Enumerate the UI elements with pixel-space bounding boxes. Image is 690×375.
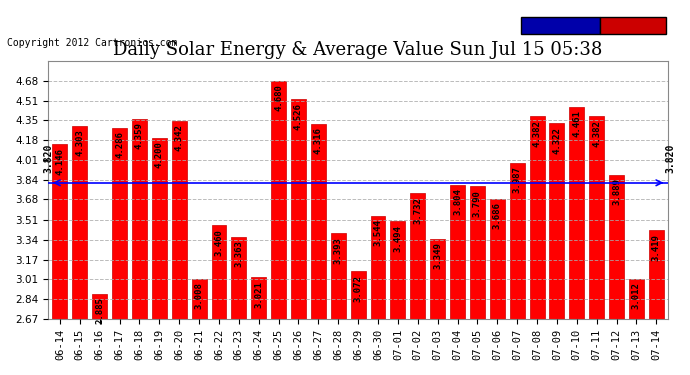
- Bar: [52, 144, 68, 375]
- Bar: [411, 193, 425, 375]
- Text: 3.987: 3.987: [513, 166, 522, 194]
- Title: Daily Solar Energy & Average Value Sun Jul 15 05:38: Daily Solar Energy & Average Value Sun J…: [113, 41, 603, 59]
- Text: 4.359: 4.359: [135, 123, 144, 149]
- Text: 3.790: 3.790: [473, 190, 482, 217]
- Text: Copyright 2012 Cartronics.com: Copyright 2012 Cartronics.com: [7, 38, 177, 48]
- Bar: [291, 99, 306, 375]
- Text: 3.686: 3.686: [493, 202, 502, 229]
- Text: 4.382: 4.382: [533, 120, 542, 147]
- Bar: [271, 81, 286, 375]
- Text: 3.820: 3.820: [665, 144, 676, 173]
- Text: 3.072: 3.072: [354, 275, 363, 302]
- Text: Daily  ($): Daily ($): [602, 20, 661, 30]
- Bar: [629, 279, 644, 375]
- Text: 3.419: 3.419: [652, 234, 661, 261]
- Text: 3.544: 3.544: [373, 219, 382, 246]
- Bar: [172, 121, 187, 375]
- Bar: [192, 279, 206, 375]
- Bar: [569, 107, 584, 375]
- Text: 4.200: 4.200: [155, 141, 164, 168]
- Bar: [132, 119, 147, 375]
- Bar: [72, 126, 87, 375]
- Bar: [311, 124, 326, 375]
- Bar: [231, 237, 246, 375]
- Text: 4.322: 4.322: [553, 127, 562, 154]
- Bar: [351, 272, 366, 375]
- Text: 4.316: 4.316: [314, 128, 323, 154]
- Bar: [510, 163, 524, 375]
- Text: 3.008: 3.008: [195, 282, 204, 309]
- Bar: [152, 138, 167, 375]
- Bar: [391, 221, 405, 375]
- Text: 3.804: 3.804: [453, 188, 462, 215]
- Bar: [212, 225, 226, 375]
- Bar: [549, 123, 564, 375]
- Bar: [371, 216, 386, 375]
- Bar: [530, 116, 544, 375]
- Bar: [430, 238, 445, 375]
- Text: 4.461: 4.461: [572, 110, 582, 137]
- Text: 3.820: 3.820: [43, 144, 53, 173]
- Bar: [589, 116, 604, 375]
- Text: 4.382: 4.382: [592, 120, 601, 147]
- Text: 2.885: 2.885: [95, 297, 104, 324]
- Bar: [251, 278, 266, 375]
- Text: 4.526: 4.526: [294, 103, 303, 130]
- Bar: [92, 294, 107, 375]
- Text: 3.889: 3.889: [612, 178, 621, 205]
- Text: 3.012: 3.012: [632, 282, 641, 309]
- Text: 3.494: 3.494: [393, 225, 402, 252]
- Text: Average  ($): Average ($): [523, 20, 593, 30]
- Text: 4.680: 4.680: [274, 84, 283, 111]
- Bar: [450, 185, 465, 375]
- Text: 3.021: 3.021: [254, 281, 263, 308]
- Text: 3.732: 3.732: [413, 197, 422, 223]
- Text: 4.286: 4.286: [115, 131, 124, 158]
- Text: 4.303: 4.303: [75, 129, 84, 156]
- Text: 3.363: 3.363: [235, 240, 244, 267]
- Bar: [490, 199, 505, 375]
- Bar: [609, 175, 624, 375]
- Bar: [331, 233, 346, 375]
- Bar: [649, 230, 664, 375]
- Text: 4.342: 4.342: [175, 124, 184, 152]
- Text: 4.146: 4.146: [55, 148, 64, 175]
- Text: 3.460: 3.460: [215, 229, 224, 256]
- Text: 3.349: 3.349: [433, 242, 442, 269]
- Bar: [112, 128, 127, 375]
- Text: 3.393: 3.393: [334, 237, 343, 264]
- Bar: [470, 186, 485, 375]
